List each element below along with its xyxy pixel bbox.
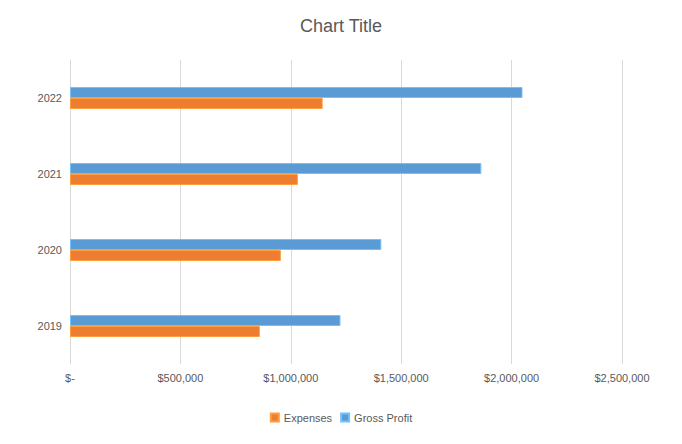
svg-text:Expenses: Expenses — [284, 412, 333, 424]
svg-text:$1,500,000: $1,500,000 — [374, 372, 429, 384]
svg-text:2019: 2019 — [38, 320, 62, 332]
svg-text:Chart Title: Chart Title — [300, 16, 382, 36]
svg-text:$500,000: $500,000 — [157, 372, 203, 384]
svg-text:$1,000,000: $1,000,000 — [263, 372, 318, 384]
svg-text:$2,500,000: $2,500,000 — [594, 372, 649, 384]
svg-text:2020: 2020 — [38, 244, 62, 256]
svg-text:2021: 2021 — [38, 168, 62, 180]
svg-text:2022: 2022 — [38, 92, 62, 104]
svg-text:Gross Profit: Gross Profit — [354, 412, 412, 424]
svg-text:$2,000,000: $2,000,000 — [484, 372, 539, 384]
svg-text:$-: $- — [65, 372, 75, 384]
